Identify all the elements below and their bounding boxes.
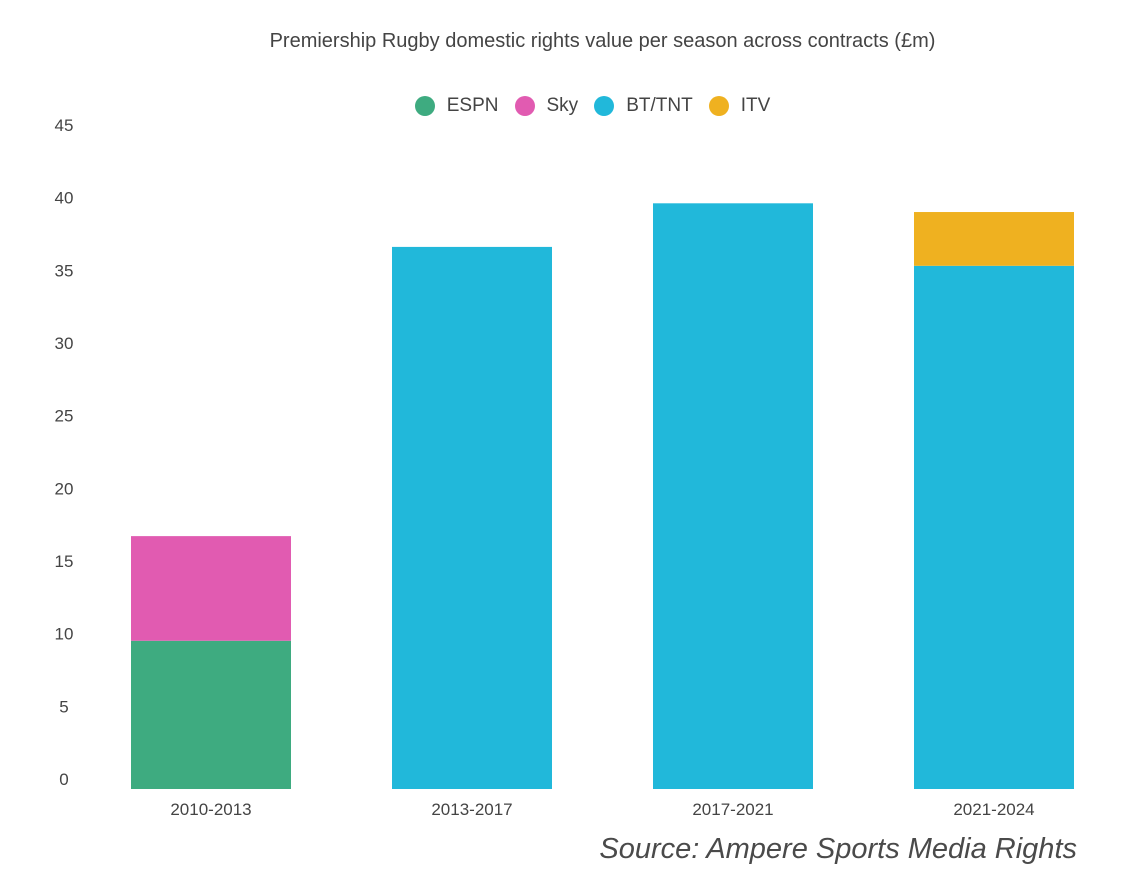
y-tick-label: 5 [59,697,68,716]
legend-item-espn[interactable]: ESPN [414,95,499,117]
legend-item-sky[interactable]: Sky [514,95,579,117]
x-tick-label: 2013-2017 [431,800,512,819]
y-tick-label: 25 [55,407,74,426]
bar-sky-2010-2013[interactable] [131,536,291,641]
y-tick-label: 45 [55,116,74,135]
y-tick-label: 35 [55,261,74,280]
y-tick-label: 30 [55,334,74,353]
y-tick-label: 20 [55,479,74,498]
legend-swatch [594,96,615,116]
chart-title: Premiership Rugby domestic rights value … [269,30,936,52]
chart-legend: ESPN Sky BT/TNT ITV [0,95,1135,117]
bar-itv-2021-2024[interactable] [914,212,1074,266]
bar-bt-tnt-2021-2024[interactable] [914,265,1074,789]
legend-label: BT/TNT [626,95,693,116]
legend-item-bt-tnt[interactable]: BT/TNT [594,95,693,117]
legend-label: ITV [740,95,771,116]
legend-swatch [708,96,729,116]
source-caption: Source: Ampere Sports Media Rights [599,833,1077,865]
y-tick-label: 15 [55,552,74,571]
y-tick-label: 10 [55,625,74,644]
bar-espn-2010-2013[interactable] [131,640,291,789]
x-tick-label: 2017-2021 [692,800,773,819]
bar-bt-tnt-2017-2021[interactable] [653,203,813,790]
y-tick-label: 0 [59,770,68,789]
legend-label: Sky [546,95,579,116]
legend-label: ESPN [446,95,499,116]
x-tick-label: 2021-2024 [953,800,1034,819]
legend-swatch [514,96,535,116]
x-tick-label: 2010-2013 [170,800,251,819]
legend-item-itv[interactable]: ITV [708,95,771,117]
legend-swatch [414,96,435,116]
y-tick-label: 40 [55,189,74,208]
bar-bt-tnt-2013-2017[interactable] [392,246,552,789]
